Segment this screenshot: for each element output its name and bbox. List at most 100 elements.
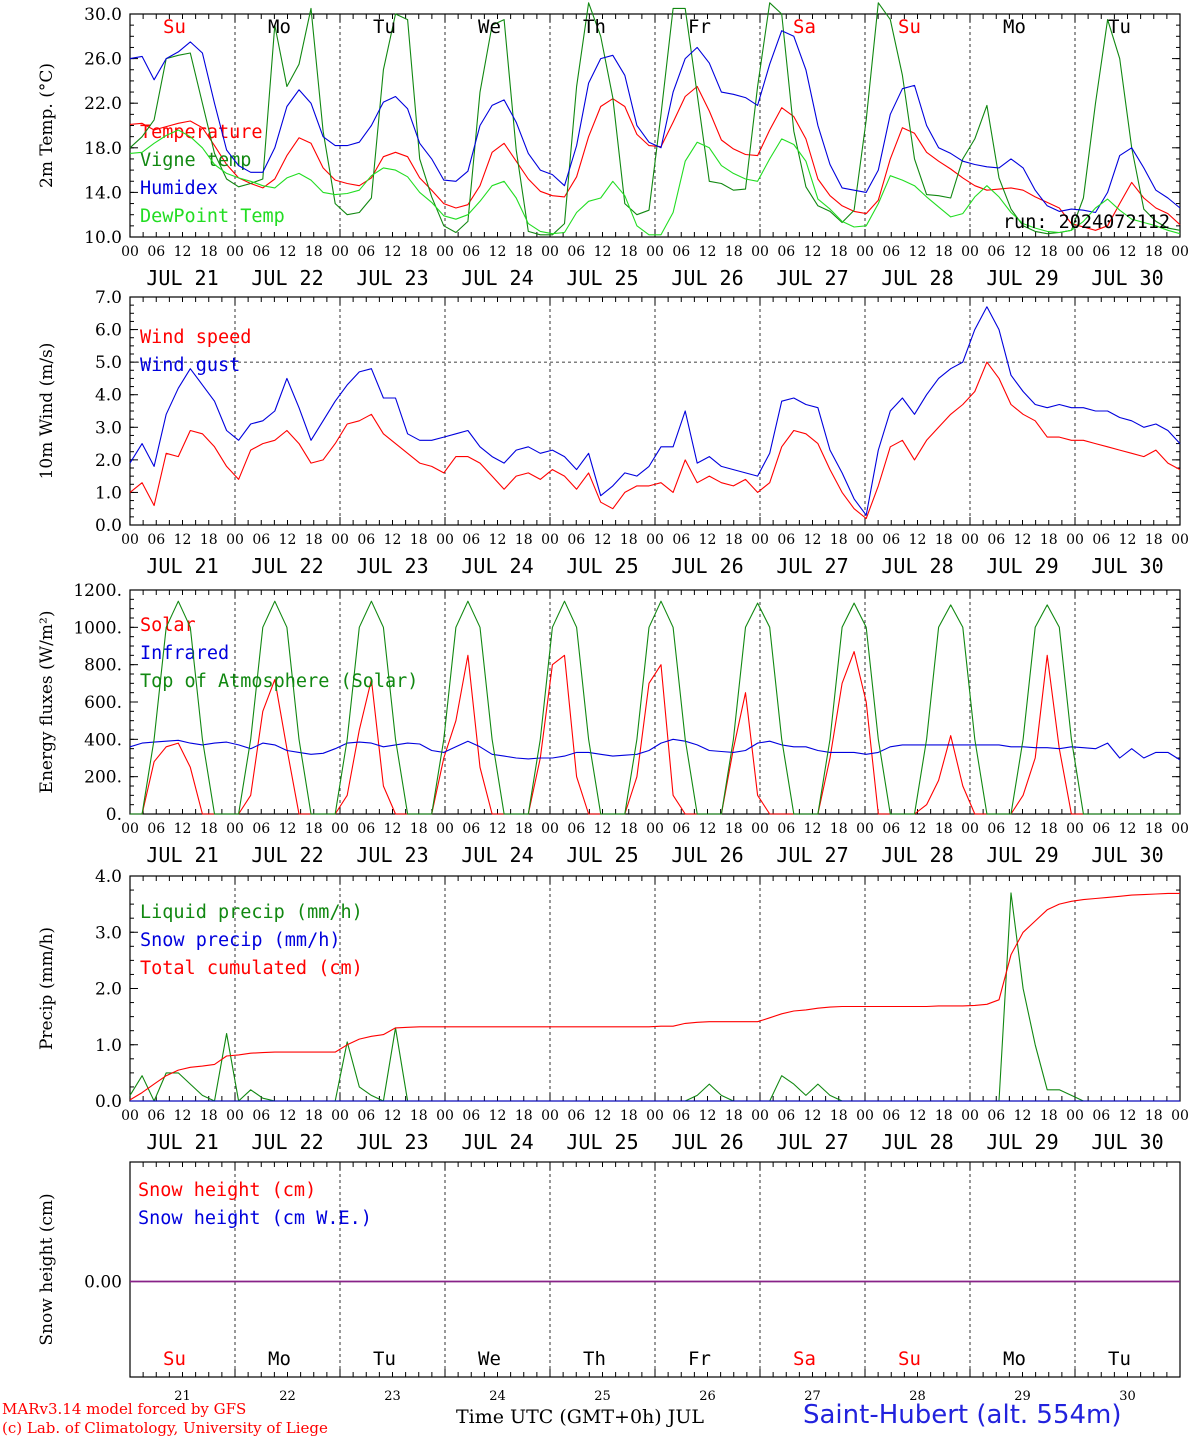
weekday-label: Fr: [688, 16, 711, 38]
y-tick-label: 200.: [84, 768, 122, 788]
hour-label: 18: [1040, 1108, 1058, 1124]
hour-label: 18: [305, 532, 323, 548]
hour-label: 18: [725, 1108, 743, 1124]
hour-label: 00: [541, 532, 559, 548]
weekday-label: Tu: [1108, 1348, 1131, 1370]
hour-label: 00: [646, 244, 664, 260]
date-label: JUL 24: [461, 1130, 533, 1154]
hour-label: 06: [777, 821, 795, 837]
hour-label: 12: [804, 532, 822, 548]
hour-label: 06: [147, 532, 165, 548]
series-line-vigne-temp: [129, 2, 1181, 236]
date-label: JUL 28: [881, 266, 953, 290]
date-label: JUL 25: [566, 554, 638, 578]
date-label: JUL 24: [461, 554, 533, 578]
hour-label: 18: [200, 244, 218, 260]
legend-entry: Solar: [140, 615, 196, 636]
station-title: Saint-Hubert (alt. 554m): [803, 1400, 1122, 1430]
y-axis-label: 10m Wind (m/s): [37, 343, 57, 480]
hour-label: 00: [1171, 1108, 1189, 1124]
y-tick-label: 22.0: [84, 94, 122, 114]
weekday-label: Th: [583, 1348, 606, 1370]
hour-label: 12: [279, 532, 297, 548]
hour-label: 18: [1145, 821, 1163, 837]
hour-label: 06: [1092, 821, 1110, 837]
hour-label: 12: [699, 244, 717, 260]
y-tick-label: 26.0: [84, 50, 122, 70]
hour-label: 18: [515, 821, 533, 837]
date-label: JUL 25: [566, 1130, 638, 1154]
y-tick-label: 4.0: [95, 386, 122, 406]
hour-label: 18: [935, 1108, 953, 1124]
hour-label: 12: [279, 821, 297, 837]
day-number-label: 27: [804, 1389, 821, 1404]
hour-label: 06: [147, 244, 165, 260]
hour-label: 12: [699, 532, 717, 548]
date-label: JUL 21: [146, 266, 218, 290]
hour-label: 06: [357, 532, 375, 548]
hour-label: 00: [1171, 532, 1189, 548]
legend-entry: Wind speed: [140, 327, 251, 348]
hour-label: 18: [935, 244, 953, 260]
hour-label: 12: [174, 1108, 192, 1124]
model-credit-line1: MARv3.14 model forced by GFS: [2, 1400, 247, 1418]
day-number-label: 23: [384, 1389, 401, 1404]
hour-label: 06: [252, 821, 270, 837]
hour-label: 00: [646, 1108, 664, 1124]
date-label: JUL 29: [986, 554, 1058, 578]
hour-label: 06: [252, 532, 270, 548]
date-label: JUL 30: [1091, 843, 1163, 867]
date-label: JUL 28: [881, 554, 953, 578]
hour-label: 00: [961, 1108, 979, 1124]
hour-label: 12: [699, 821, 717, 837]
hour-label: 18: [410, 532, 428, 548]
hour-label: 06: [252, 244, 270, 260]
hour-label: 06: [147, 821, 165, 837]
panel-5: Snow height (cm) 0.00 Snow height (cm) Snow…: [37, 1161, 1181, 1404]
weekday-label: Tu: [373, 1348, 396, 1370]
hour-label: 12: [489, 1108, 507, 1124]
hour-label: 06: [882, 532, 900, 548]
weekday-label: We: [478, 1348, 501, 1370]
legend-entry: Humidex: [140, 178, 218, 199]
hour-label: 00: [856, 821, 874, 837]
hour-label: 06: [147, 1108, 165, 1124]
date-label: JUL 26: [671, 266, 743, 290]
hour-label: 12: [909, 532, 927, 548]
series-line-dewpoint-temp: [129, 129, 1181, 236]
hour-label: 12: [384, 532, 402, 548]
hour-label: 06: [357, 244, 375, 260]
day-number-label: 29: [1014, 1389, 1031, 1404]
weekday-label: Fr: [688, 1348, 711, 1370]
weekday-label: Tu: [373, 16, 396, 38]
hour-label: 06: [672, 532, 690, 548]
hour-label: 00: [751, 532, 769, 548]
day-number-label: 24: [489, 1389, 506, 1404]
hour-label: 12: [594, 1108, 612, 1124]
y-tick-label: 1.0: [95, 483, 122, 503]
hour-label: 06: [777, 1108, 795, 1124]
hour-label: 12: [1014, 244, 1032, 260]
panel-2: 10m Wind (m/s) 0.0 1.0 2.0 3.0 4.0 5.0 6.0 7.0 Wi…: [37, 288, 1189, 578]
weekday-label: Mo: [268, 16, 291, 38]
hour-label: 06: [357, 1108, 375, 1124]
hour-label: 18: [1040, 821, 1058, 837]
weekday-label: Sa: [793, 1348, 816, 1370]
hour-label: 18: [1145, 1108, 1163, 1124]
hour-label: 18: [515, 1108, 533, 1124]
date-label: JUL 26: [671, 554, 743, 578]
weekday-label: Su: [163, 1348, 186, 1370]
hour-label: 00: [646, 532, 664, 548]
hour-label: 18: [935, 532, 953, 548]
y-tick-label: 0.: [106, 805, 122, 825]
day-number-label: 22: [279, 1389, 296, 1404]
y-tick-label: 800.: [84, 656, 122, 676]
date-label: JUL 23: [356, 554, 428, 578]
hour-label: 12: [909, 821, 927, 837]
hour-label: 00: [121, 821, 139, 837]
hour-label: 00: [226, 244, 244, 260]
legend-entry: Infrared: [140, 643, 229, 664]
hour-label: 00: [961, 821, 979, 837]
hour-label: 12: [594, 821, 612, 837]
